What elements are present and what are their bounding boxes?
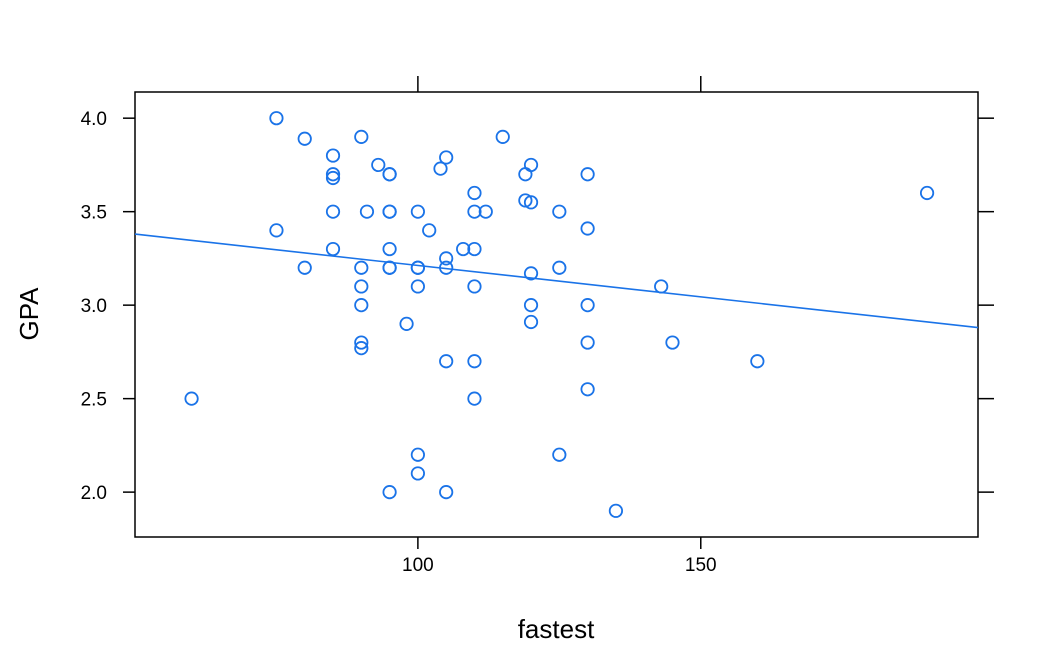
axis-ticks [123,76,994,549]
data-point [439,150,454,165]
data-point [382,260,397,275]
data-point [325,204,341,219]
data-point [750,354,765,369]
data-point [382,204,397,219]
data-point [184,391,199,406]
data-point [410,447,425,462]
data-point [654,279,669,294]
data-point [580,382,595,397]
y-tick-label: 2.5 [81,390,107,411]
data-point [523,157,539,173]
data-point [354,260,369,275]
data-point [518,193,533,208]
data-point [552,447,567,462]
data-point [518,167,533,182]
data-point [478,204,493,219]
data-point [523,195,539,210]
data-point [467,204,482,219]
y-tick-label: 2.0 [81,483,107,504]
data-point [354,341,369,356]
data-point [523,298,539,313]
plot-area [134,91,979,538]
y-tick-label: 3.5 [81,203,107,224]
data-point [495,129,510,144]
data-point [269,111,284,126]
data-point [439,251,454,266]
data-point [354,335,369,350]
data-point [354,129,369,144]
data-point [456,241,471,257]
data-point [382,485,397,500]
data-point [433,161,448,176]
data-point [580,221,595,236]
y-tick-label: 4.0 [81,109,107,130]
data-point [410,279,425,294]
data-point [382,167,397,182]
data-point [552,204,567,219]
data-point [354,298,369,313]
data-point [410,204,425,219]
data-point [467,241,482,257]
data-point [467,391,482,406]
data-point [297,131,312,146]
data-point [399,316,414,331]
data-point [325,167,341,182]
axis-tick-labels: 100 150 2.0 2.5 3.0 3.5 4.0 [81,109,717,576]
data-point [325,148,341,163]
data-point [371,157,386,173]
data-point [354,279,369,294]
data-point [410,466,425,481]
x-tick-label: 150 [685,555,717,576]
data-point [325,170,341,186]
data-point [297,260,312,275]
data-point [580,298,595,313]
data-point [269,223,284,238]
x-axis-title: fastest [518,614,595,644]
x-tick-label: 100 [402,555,434,576]
data-point [608,503,624,518]
data-point [359,204,375,219]
data-point [665,335,680,350]
data-point [523,314,539,330]
data-point [467,279,482,294]
data-point [382,241,397,257]
regression-line-group [134,233,979,329]
data-point [439,260,454,275]
data-point [552,260,567,275]
data-point [439,485,454,500]
data-point [467,185,482,201]
data-point [467,354,482,369]
y-tick-label: 3.0 [81,296,107,317]
data-point [580,335,595,350]
data-point [422,223,437,238]
data-point [919,185,935,201]
data-point [523,266,539,281]
regression-line [134,233,979,329]
y-axis-title: GPA [14,287,44,341]
data-point [410,260,425,275]
data-points [184,111,935,518]
data-point [580,167,595,182]
data-point [439,354,454,369]
data-point [325,241,341,257]
